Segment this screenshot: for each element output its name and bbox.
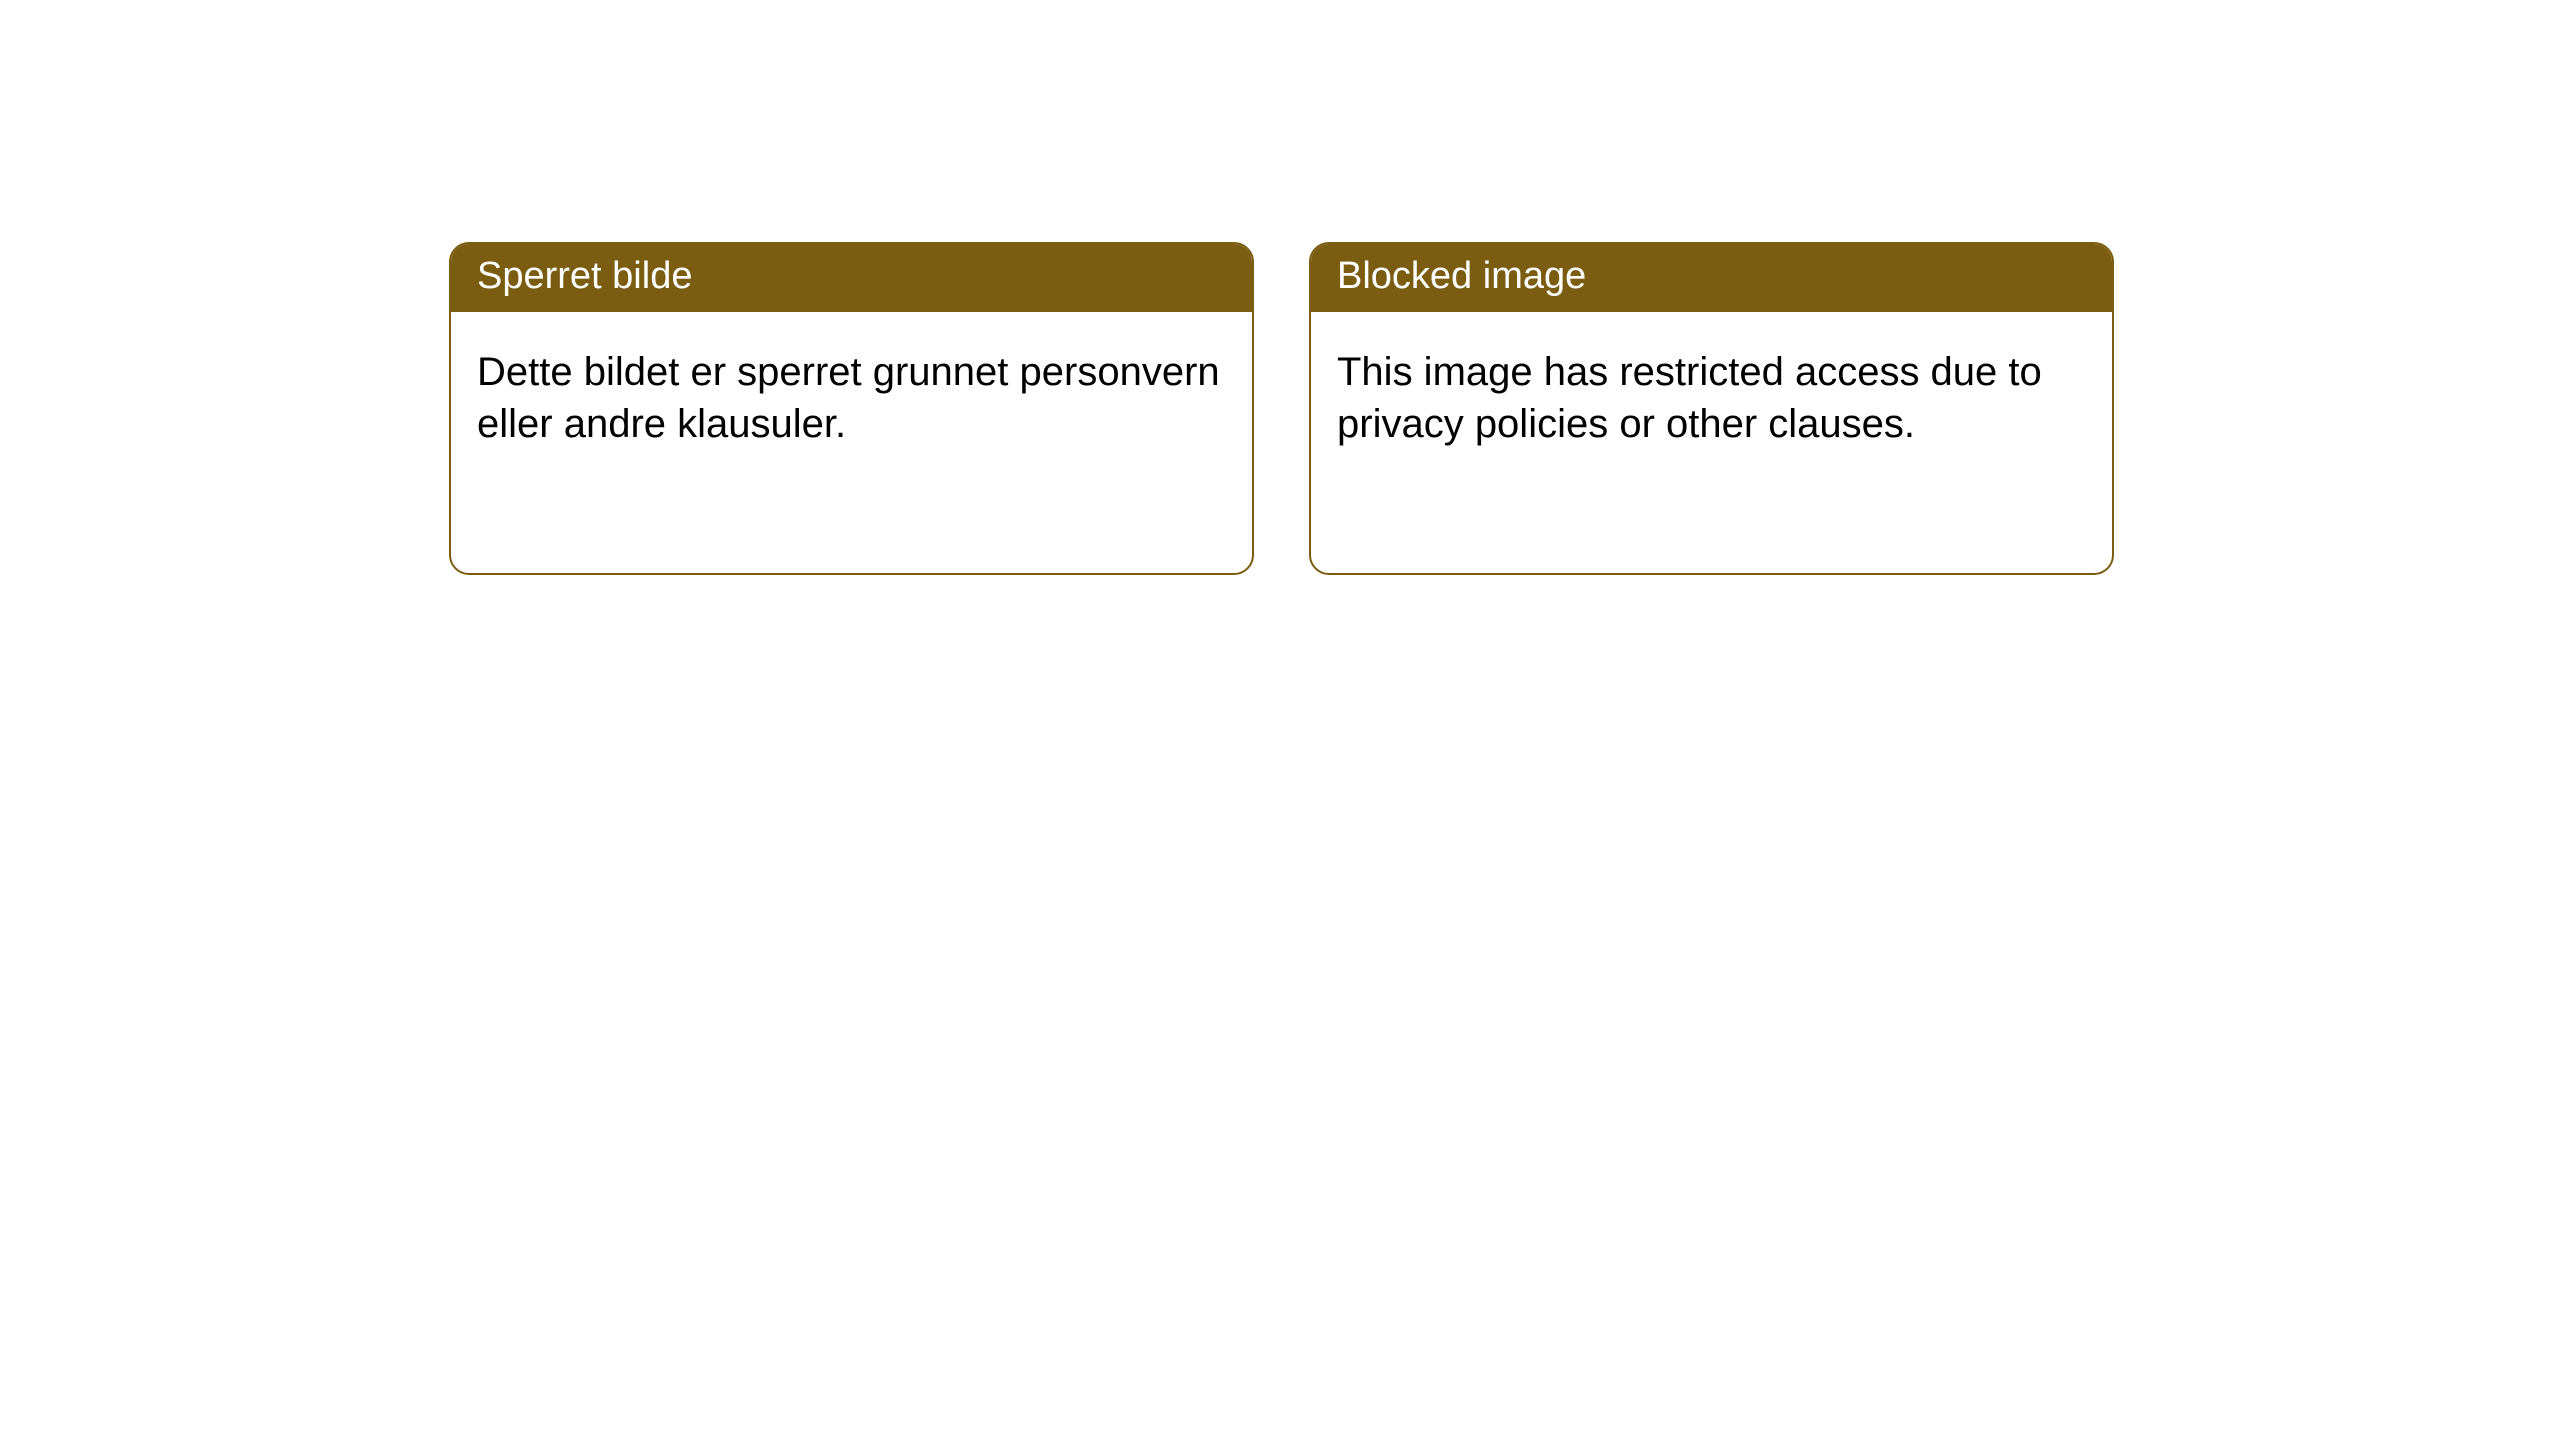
notice-card-english: Blocked image This image has restricted … — [1309, 242, 2114, 575]
notice-header: Sperret bilde — [451, 244, 1252, 312]
notice-body: Dette bildet er sperret grunnet personve… — [451, 312, 1252, 486]
notice-card-norwegian: Sperret bilde Dette bildet er sperret gr… — [449, 242, 1254, 575]
notice-body: This image has restricted access due to … — [1311, 312, 2112, 486]
notice-header: Blocked image — [1311, 244, 2112, 312]
notice-container: Sperret bilde Dette bildet er sperret gr… — [0, 0, 2560, 575]
